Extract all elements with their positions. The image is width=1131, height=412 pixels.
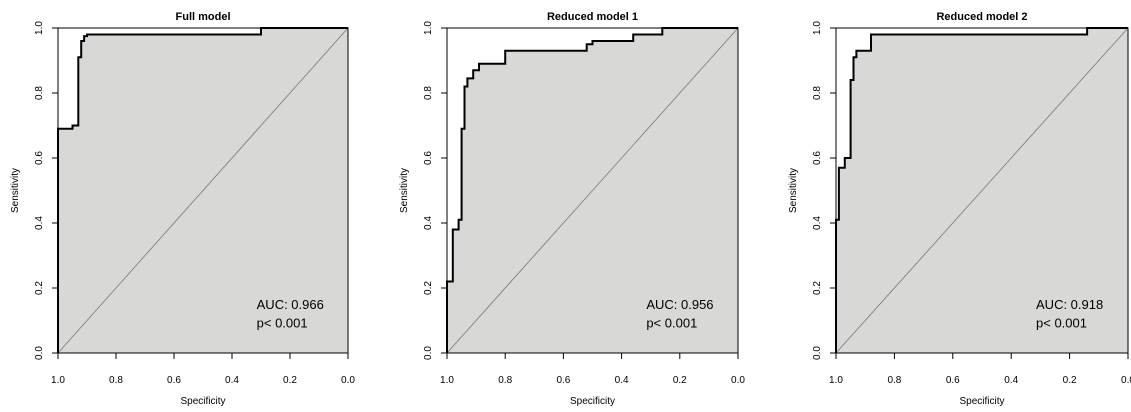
y-tick-label: 0.4 — [812, 216, 823, 230]
y-tick-label: 0.6 — [34, 151, 45, 165]
x-tick-label: 0.8 — [498, 375, 512, 386]
x-axis-label: Specificity — [570, 396, 615, 407]
y-axis-label: Sensitivity — [399, 168, 410, 213]
auc-annotation: AUC: 0.918 — [1036, 297, 1103, 312]
auc-annotation: AUC: 0.956 — [646, 297, 713, 312]
auc-annotation: AUC: 0.966 — [257, 297, 324, 312]
x-tick-label: 1.0 — [51, 375, 65, 386]
y-tick-label: 0.2 — [34, 281, 45, 295]
y-tick-label: 0.2 — [423, 281, 434, 295]
p-value-annotation: p< 0.001 — [257, 316, 308, 331]
reference-diagonal-line — [57, 27, 349, 354]
y-tick-label: 0.6 — [423, 151, 434, 165]
y-tick-label: 0.8 — [423, 86, 434, 100]
y-tick-label: 0.4 — [34, 216, 45, 230]
y-tick-label: 0.4 — [423, 216, 434, 230]
reference-diagonal-line — [835, 27, 1129, 354]
p-value-annotation: p< 0.001 — [646, 316, 697, 331]
y-tick-label: 0.0 — [34, 346, 45, 360]
x-tick-label: 0.6 — [167, 375, 181, 386]
panel-title: Reduced model 1 — [547, 11, 638, 23]
roc-curve-line — [446, 27, 738, 353]
x-tick-label: 1.0 — [829, 375, 843, 386]
x-tick-label: 0.4 — [615, 375, 629, 386]
x-tick-label: 0.0 — [731, 375, 745, 386]
y-tick-label: 0.2 — [812, 281, 823, 295]
roc-panel-2: 1.0 0.8 0.6 0.4 0.2 0.0 0.0 0.2 0.4 0.6 0.8 1.0 Redu… — [399, 11, 745, 407]
plot-frame — [835, 27, 1129, 354]
roc-panel-3: 1.0 0.8 0.6 0.4 0.2 0.0 0.0 0.2 0.4 0.6 0.8 1.0 Redu… — [788, 11, 1131, 407]
y-tick-label: 1.0 — [34, 21, 45, 35]
x-tick-label: 0.4 — [1004, 375, 1018, 386]
reference-diagonal-line — [446, 27, 739, 354]
y-tick-label: 0.0 — [423, 346, 434, 360]
x-tick-label: 0.2 — [283, 375, 297, 386]
panel-title: Reduced model 2 — [936, 11, 1027, 23]
roc-curve-line — [835, 27, 1128, 353]
plot-frame — [446, 27, 739, 354]
y-axis-label: Sensitivity — [788, 168, 799, 213]
x-tick-label: 0.0 — [341, 375, 355, 386]
p-value-annotation: p< 0.001 — [1036, 316, 1087, 331]
x-tick-label: 0.4 — [225, 375, 239, 386]
y-tick-label: 1.0 — [423, 21, 434, 35]
x-tick-label: 0.8 — [109, 375, 123, 386]
x-tick-label: 0.0 — [1121, 375, 1131, 386]
x-axis-label: Specificity — [959, 396, 1004, 407]
x-tick-label: 0.6 — [946, 375, 960, 386]
y-tick-label: 0.0 — [812, 346, 823, 360]
y-tick-label: 0.8 — [34, 86, 45, 100]
y-axis-label: Sensitivity — [10, 168, 21, 213]
x-tick-label: 1.0 — [440, 375, 454, 386]
x-tick-label: 0.8 — [887, 375, 901, 386]
panel-title: Full model — [176, 11, 231, 23]
x-tick-label: 0.2 — [1063, 375, 1077, 386]
x-axis-label: Specificity — [180, 396, 225, 407]
roc-curve-line — [57, 27, 348, 353]
y-tick-label: 0.8 — [812, 86, 823, 100]
x-tick-label: 0.2 — [673, 375, 687, 386]
y-tick-label: 1.0 — [812, 21, 823, 35]
roc-panel-1: 1.0 0.8 0.6 0.4 0.2 0.0 0.0 0.2 0.4 0.6 0.8 1.0 Full… — [10, 11, 355, 407]
x-tick-label: 0.6 — [556, 375, 570, 386]
y-tick-label: 0.6 — [812, 151, 823, 165]
